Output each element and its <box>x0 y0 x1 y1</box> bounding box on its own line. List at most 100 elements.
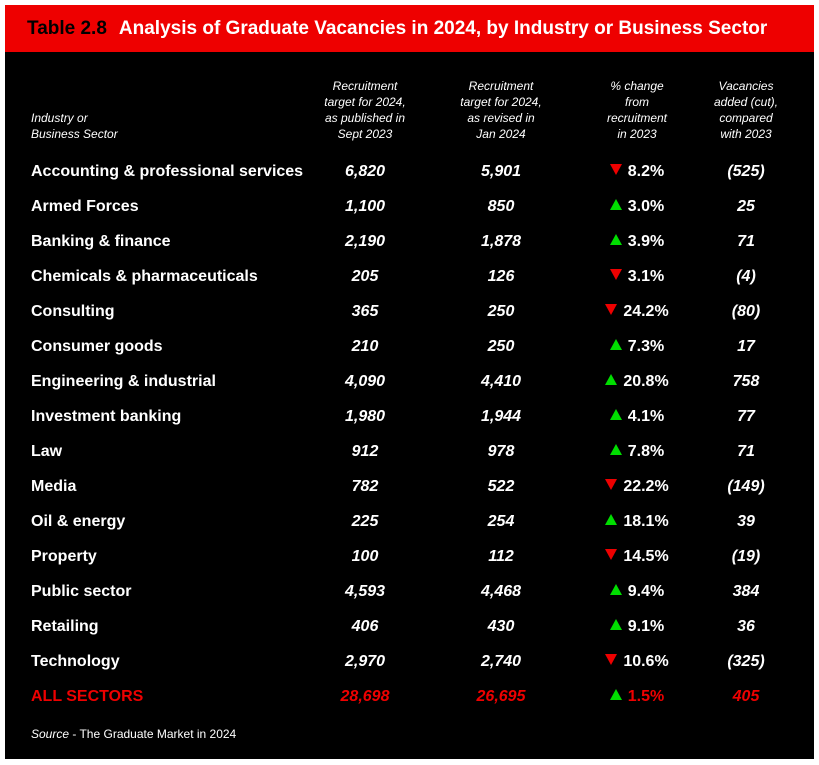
vacancies-added-cell: 39 <box>737 513 755 530</box>
triangle-up-icon <box>609 444 622 456</box>
change-cell: 4.1% <box>582 399 692 434</box>
revised-target-cell: 250 <box>487 303 515 320</box>
table-row: Consumer goods 210 250 7.3% 17 <box>5 329 814 364</box>
vacancies-added-cell: (149) <box>727 478 765 495</box>
sector-cell: Consulting <box>31 303 115 320</box>
change-cell: 7.8% <box>582 434 692 469</box>
header-revised: Recruitment target for 2024, as revised … <box>460 79 542 141</box>
triangle-up-icon <box>609 199 622 211</box>
vacancies-added-cell: (525) <box>727 163 765 180</box>
sector-cell: Engineering & industrial <box>31 373 216 390</box>
table-row: Banking & finance 2,190 1,878 3.9% 71 <box>5 224 814 259</box>
table-row: Property 100 112 14.5% (19) <box>5 539 814 574</box>
sector-cell: Property <box>31 548 97 565</box>
change-cell: 1.5% <box>582 679 692 714</box>
total-row: ALL SECTORS 28,698 26,695 1.5% 405 <box>5 679 814 714</box>
change-cell: 10.6% <box>582 644 692 679</box>
vacancies-added-cell: 758 <box>732 373 760 390</box>
triangle-up-icon <box>605 374 618 386</box>
change-value: 24.2% <box>623 303 669 320</box>
table-number: Table 2.8 <box>27 17 107 39</box>
change-value: 8.2% <box>627 163 665 180</box>
published-target-cell: 912 <box>351 443 379 460</box>
revised-target-cell: 1,944 <box>480 408 522 425</box>
sector-cell: Public sector <box>31 583 132 600</box>
triangle-up-icon <box>609 619 622 631</box>
revised-target-cell: 1,878 <box>480 233 522 250</box>
sector-cell: Technology <box>31 653 120 670</box>
table-row: Engineering & industrial 4,090 4,410 20.8% 7… <box>5 364 814 399</box>
revised-target-cell: 5,901 <box>480 163 522 180</box>
header-change: % change from recruitment in 2023 <box>606 79 668 141</box>
header-sector: Industry or Business Sector <box>31 111 118 141</box>
source-note: Source - The Graduate Market in 2024 <box>31 727 236 741</box>
revised-target-cell: 2,740 <box>480 653 522 670</box>
sector-cell: Accounting & professional services <box>31 163 304 180</box>
change-cell: 24.2% <box>582 294 692 329</box>
triangle-up-icon <box>609 584 622 596</box>
published-target-cell: 100 <box>351 548 379 565</box>
revised-target-cell: 254 <box>487 513 515 530</box>
change-cell: 7.3% <box>582 329 692 364</box>
revised-target-cell: 4,468 <box>480 583 522 600</box>
change-value: 4.1% <box>627 408 665 425</box>
vacancies-added-cell: 71 <box>737 443 755 460</box>
triangle-up-icon <box>609 409 622 421</box>
table-row: Law 912 978 7.8% 71 <box>5 434 814 469</box>
triangle-down-icon <box>609 269 622 281</box>
published-target-cell: 225 <box>351 513 379 530</box>
published-target-cell: 4,090 <box>344 373 386 390</box>
column-headers: Industry or Business Sector Recruitment … <box>5 78 814 160</box>
revised-target-cell: 250 <box>487 338 515 355</box>
sector-cell: Armed Forces <box>31 198 139 215</box>
revised-target-cell: 978 <box>487 443 515 460</box>
vacancies-added-cell: 36 <box>737 618 755 635</box>
table-title: Analysis of Graduate Vacancies in 2024, … <box>118 17 768 39</box>
change-cell: 3.1% <box>582 259 692 294</box>
sector-cell: Investment banking <box>31 408 182 425</box>
sector-cell: Banking & finance <box>31 233 171 250</box>
sector-cell: Consumer goods <box>31 338 163 355</box>
change-value: 7.8% <box>627 443 665 460</box>
published-target-cell: 6,820 <box>344 163 386 180</box>
vacancies-added-cell: 25 <box>737 198 755 215</box>
vacancies-added-cell: 384 <box>732 583 760 600</box>
change-value: 9.1% <box>627 618 665 635</box>
table-row: Media 782 522 22.2% (149) <box>5 469 814 504</box>
published-target-cell: 365 <box>351 303 379 320</box>
change-value: 3.0% <box>627 198 665 215</box>
sector-cell: ALL SECTORS <box>31 688 144 705</box>
change-cell: 22.2% <box>582 469 692 504</box>
change-cell: 14.5% <box>582 539 692 574</box>
change-value: 9.4% <box>627 583 665 600</box>
triangle-up-icon <box>609 689 622 701</box>
published-target-cell: 782 <box>351 478 379 495</box>
vacancies-added-cell: 17 <box>737 338 755 355</box>
revised-target-cell: 26,695 <box>476 688 526 705</box>
published-target-cell: 2,970 <box>344 653 386 670</box>
published-target-cell: 28,698 <box>340 688 390 705</box>
sector-cell: Chemicals & pharmaceuticals <box>31 268 258 285</box>
published-target-cell: 406 <box>351 618 379 635</box>
change-value: 14.5% <box>623 548 669 565</box>
revised-target-cell: 850 <box>487 198 515 215</box>
change-value: 3.9% <box>627 233 665 250</box>
source-label: Source <box>31 727 70 741</box>
published-target-cell: 2,190 <box>344 233 386 250</box>
change-cell: 9.4% <box>582 574 692 609</box>
vacancies-added-cell: (4) <box>736 268 756 285</box>
table-row: Accounting & professional services 6,820 5… <box>5 154 814 189</box>
source-text: - The Graduate Market in 2024 <box>69 727 237 741</box>
triangle-down-icon <box>605 304 618 316</box>
table-row: Public sector 4,593 4,468 9.4% 384 <box>5 574 814 609</box>
sector-cell: Media <box>31 478 77 495</box>
published-target-cell: 1,100 <box>344 198 386 215</box>
change-cell: 3.0% <box>582 189 692 224</box>
change-value: 3.1% <box>627 268 665 285</box>
revised-target-cell: 522 <box>487 478 515 495</box>
revised-target-cell: 112 <box>488 548 514 565</box>
vacancies-added-cell: 405 <box>732 688 760 705</box>
vacancies-added-cell: 77 <box>737 408 755 425</box>
change-value: 7.3% <box>627 338 665 355</box>
triangle-up-icon <box>609 339 622 351</box>
